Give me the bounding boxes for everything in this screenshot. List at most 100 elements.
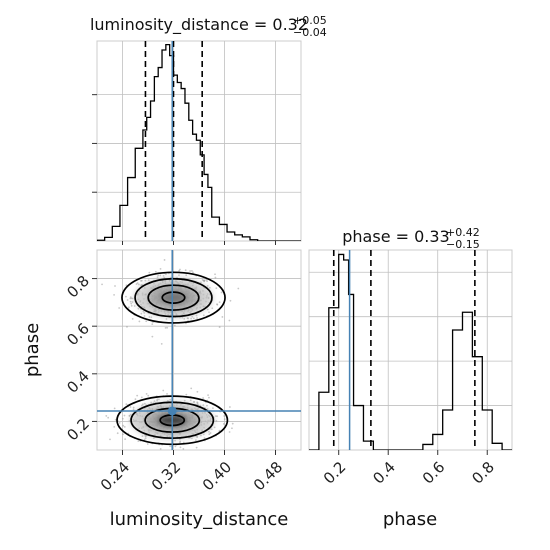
joint-sample-point <box>195 446 198 449</box>
joint-sample-point <box>109 438 111 441</box>
joint-sample-point <box>107 416 110 419</box>
joint-sample-point <box>205 278 208 281</box>
joint-sample-point <box>125 295 127 298</box>
joint-sample-point <box>129 300 132 303</box>
joint-sample-point <box>123 414 126 417</box>
joint-x-tick-label: 0.32 <box>148 458 184 494</box>
joint-panel: 0.24 0.32 0.40 0.48 0.2 0.4 0.6 0.8 luminosity… <box>22 249 302 530</box>
phase-quantile-lines <box>332 250 476 450</box>
joint-sample-point <box>131 317 134 320</box>
phase-x-tick-labels: 0.2 0.4 0.6 0.8 <box>320 458 498 488</box>
phase-x-axis-label: phase <box>383 509 437 530</box>
joint-sample-point <box>216 415 219 418</box>
joint-sample-point <box>223 418 226 421</box>
joint-sample-point <box>195 439 197 442</box>
joint-sample-point <box>192 317 195 320</box>
joint-sample-point <box>189 270 191 272</box>
joint-sample-point <box>121 417 124 420</box>
joint-sample-point <box>129 296 132 299</box>
joint-sample-point <box>201 278 204 281</box>
joint-sample-point <box>145 392 148 395</box>
joint-sample-point <box>140 396 143 399</box>
joint-sample-point <box>213 426 216 429</box>
joint-sample-point <box>208 286 211 289</box>
joint-sample-point <box>137 440 140 443</box>
joint-sample-point <box>143 315 146 317</box>
joint-x-tick-label: 0.40 <box>199 458 235 494</box>
joint-sample-point <box>193 401 196 403</box>
joint-sample-point <box>165 273 167 276</box>
joint-sample-point <box>150 316 153 319</box>
joint-y-tick-label: 0.6 <box>63 319 93 349</box>
joint-sample-point <box>143 438 146 441</box>
joint-sample-point <box>134 398 137 401</box>
joint-sample-point <box>164 326 167 329</box>
phase-histogram-panel: 0.2 0.4 0.6 0.8 phase = 0.33 +0.42 −0.15 ph… <box>308 226 513 530</box>
joint-sample-point <box>142 310 145 313</box>
joint-sample-point <box>220 291 223 294</box>
joint-sample-point <box>137 283 140 286</box>
joint-sample-point <box>196 403 199 406</box>
joint-sample-point <box>140 312 143 315</box>
joint-sample-point <box>148 271 151 274</box>
joint-y-tick-labels: 0.2 0.4 0.6 0.8 <box>63 272 93 444</box>
joint-sample-point <box>208 396 210 399</box>
joint-sample-point <box>206 280 208 283</box>
joint-sample-point <box>183 399 186 402</box>
luminosity-distance-histogram-steps <box>97 44 301 241</box>
joint-sample-point <box>137 307 140 310</box>
joint-sample-point <box>130 302 133 305</box>
joint-y-axis-label: phase <box>22 323 43 377</box>
phase-title: phase = 0.33 <box>342 227 449 246</box>
joint-sample-point <box>162 274 165 277</box>
joint-sample-point <box>202 397 205 399</box>
joint-sample-point <box>179 446 182 449</box>
joint-sample-point <box>101 283 103 286</box>
joint-x-tick-label: 0.48 <box>250 458 286 494</box>
phase-hist-ticks <box>338 450 488 455</box>
joint-sample-point <box>218 326 221 328</box>
joint-sample-point <box>143 312 146 314</box>
joint-sample-point <box>141 403 144 406</box>
joint-sample-point <box>231 427 233 430</box>
joint-contour <box>121 271 226 324</box>
joint-sample-point <box>203 280 206 283</box>
joint-sample-point <box>157 398 160 401</box>
joint-contour <box>161 291 186 304</box>
joint-sample-point <box>161 454 163 456</box>
joint-sample-point <box>206 408 209 410</box>
joint-sample-point <box>189 399 192 402</box>
phase-title-sup: +0.42 <box>446 226 480 239</box>
joint-sample-point <box>221 316 224 318</box>
joint-sample-point <box>202 433 205 436</box>
joint-sample-point <box>125 403 128 406</box>
joint-sample-point <box>136 282 139 284</box>
joint-sample-point <box>196 317 198 319</box>
joint-ticks <box>92 278 276 455</box>
joint-sample-point <box>140 284 142 287</box>
joint-sample-point <box>163 259 166 261</box>
joint-sample-point <box>228 431 231 433</box>
joint-sample-point <box>153 400 156 403</box>
luminosity-distance-quantile-lines <box>144 41 203 241</box>
joint-sample-point <box>154 270 157 273</box>
joint-sample-point <box>167 451 169 453</box>
joint-sample-point <box>169 445 171 448</box>
joint-sample-point <box>128 420 131 422</box>
joint-sample-point <box>147 279 150 282</box>
joint-contour <box>134 277 213 318</box>
joint-sample-point <box>160 342 163 345</box>
joint-sample-point <box>209 432 212 434</box>
luminosity-distance-title-sup: +0.05 <box>293 14 327 27</box>
joint-sample-point <box>133 305 136 307</box>
joint-sample-point <box>214 415 217 417</box>
joint-sample-point <box>157 274 160 277</box>
joint-sample-point <box>208 311 210 314</box>
joint-sample-point <box>126 325 128 328</box>
joint-sample-point <box>166 326 169 329</box>
phase-x-tick-label: 0.6 <box>419 458 449 488</box>
joint-sample-point <box>138 320 141 323</box>
joint-sample-point <box>122 424 125 427</box>
joint-sample-point <box>216 303 219 306</box>
joint-sample-point <box>237 287 240 290</box>
